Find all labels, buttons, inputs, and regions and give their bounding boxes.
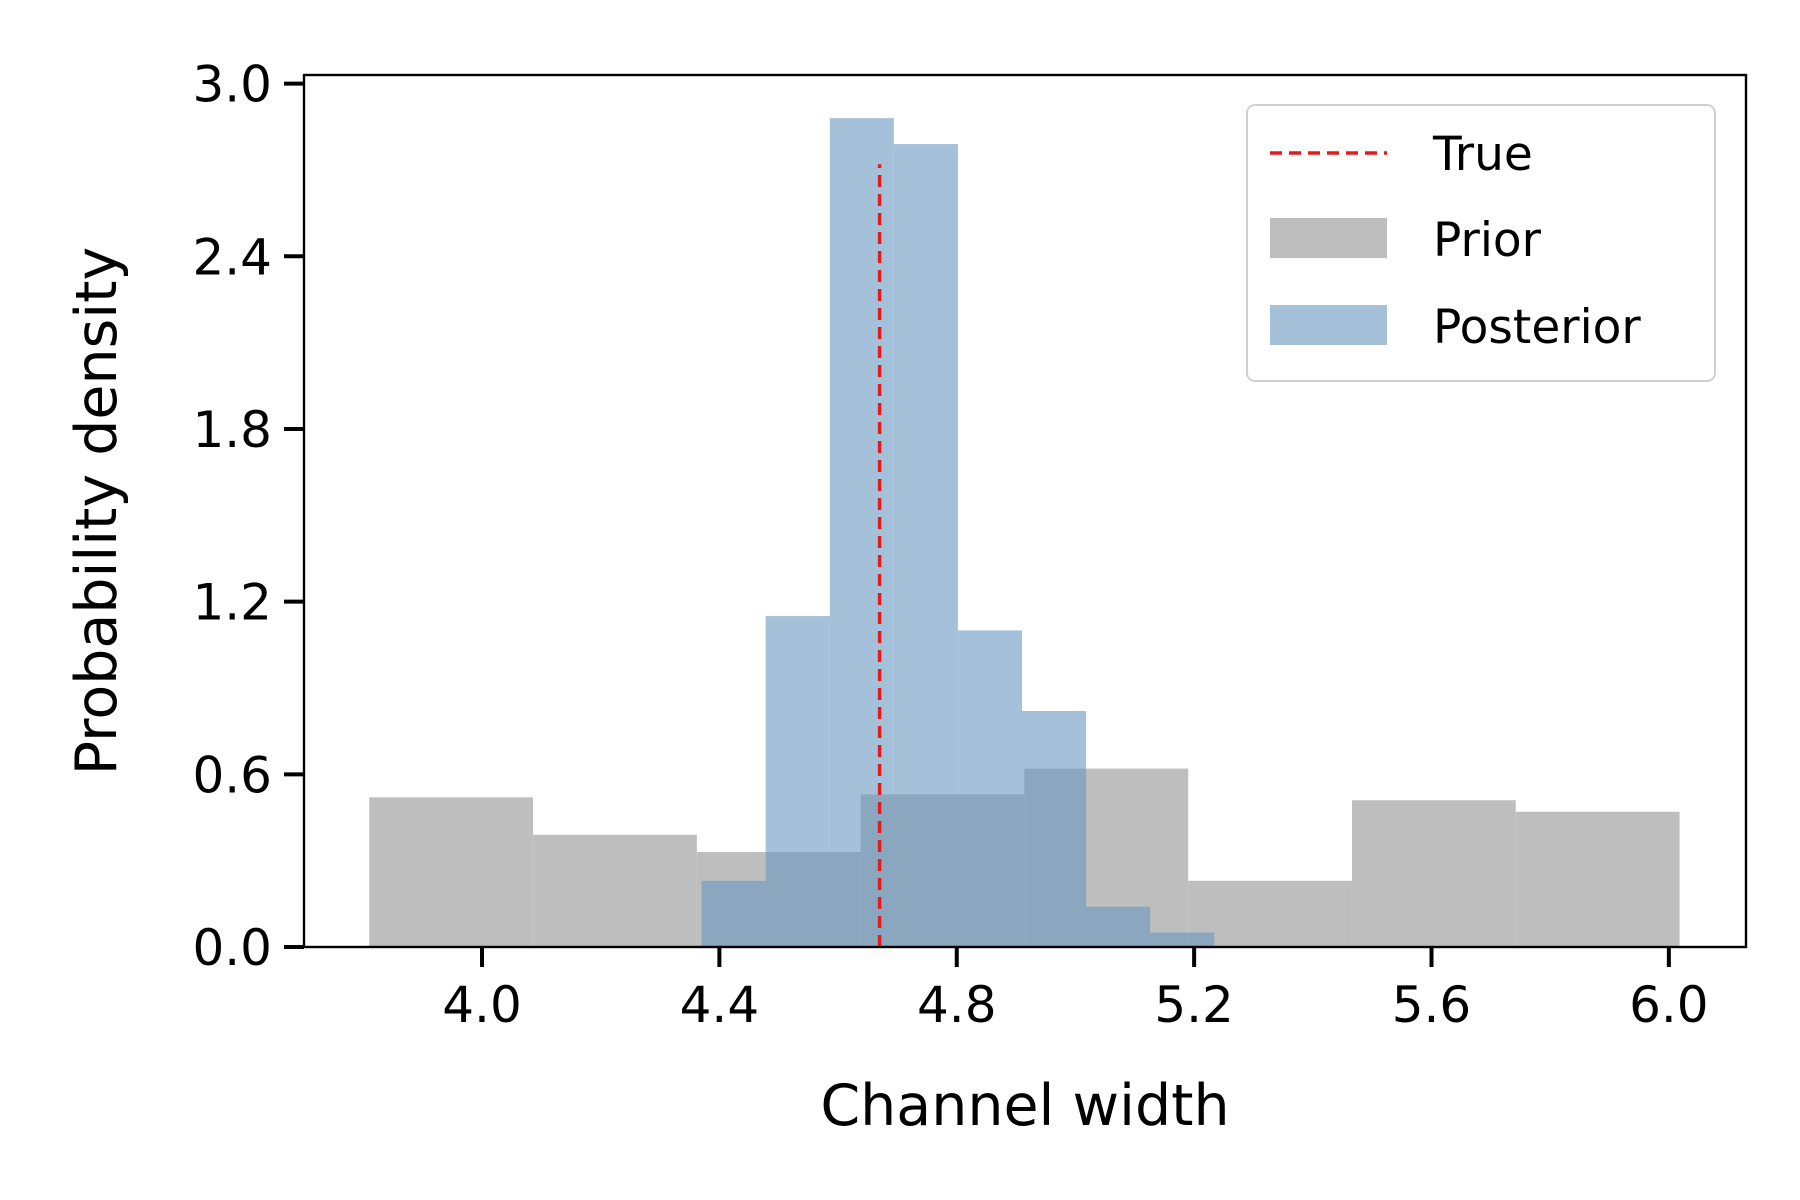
y-tick-label: 0.0 xyxy=(192,919,272,977)
legend-prior-label: Prior xyxy=(1433,213,1542,268)
posterior-bar-7 xyxy=(1150,932,1215,947)
posterior-bar-4 xyxy=(957,630,1023,947)
x-tick-label: 6.0 xyxy=(1629,976,1709,1034)
posterior-bar-5 xyxy=(1022,711,1087,947)
posterior-bar-1 xyxy=(765,616,830,947)
legend-true-label: True xyxy=(1432,127,1533,182)
plot-frame xyxy=(302,73,1748,949)
legend-posterior-swatch xyxy=(1270,305,1387,345)
prior-bar-6 xyxy=(1351,800,1516,947)
prior-bar-0 xyxy=(369,797,534,947)
y-tick-label: 3.0 xyxy=(192,56,272,114)
x-tick-label: 4.4 xyxy=(680,976,760,1034)
posterior-bar-6 xyxy=(1086,906,1151,947)
y-tick-label: 0.6 xyxy=(192,746,272,804)
prior-bar-7 xyxy=(1515,811,1680,947)
y-tick-label: 1.8 xyxy=(192,401,272,459)
x-tick-label: 4.0 xyxy=(442,976,522,1034)
posterior-bar-0 xyxy=(701,880,766,947)
prior-bar-1 xyxy=(533,834,697,947)
legend-prior-swatch xyxy=(1270,218,1387,258)
x-tick-label: 5.6 xyxy=(1392,976,1472,1034)
y-tick-label: 2.4 xyxy=(192,228,272,286)
x-tick-label: 4.8 xyxy=(917,976,997,1034)
posterior-bar-3 xyxy=(893,144,958,947)
prior-bar-5 xyxy=(1188,880,1352,947)
y-tick-label: 1.2 xyxy=(192,574,272,632)
y-axis-ticks: 0.0 0.6 1.2 1.8 2.4 3.0 xyxy=(192,56,304,977)
posterior-bar-2 xyxy=(829,118,894,947)
x-axis-ticks: 4.0 4.4 4.8 5.2 5.6 6.0 xyxy=(442,947,1709,1034)
legend: True Prior Posterior xyxy=(1246,104,1716,382)
x-axis-label: Channel width xyxy=(820,1073,1229,1139)
bars-layer xyxy=(369,118,1680,947)
x-tick-label: 5.2 xyxy=(1154,976,1234,1034)
legend-posterior-label: Posterior xyxy=(1433,300,1641,355)
y-axis-label: Probability density xyxy=(64,247,130,775)
